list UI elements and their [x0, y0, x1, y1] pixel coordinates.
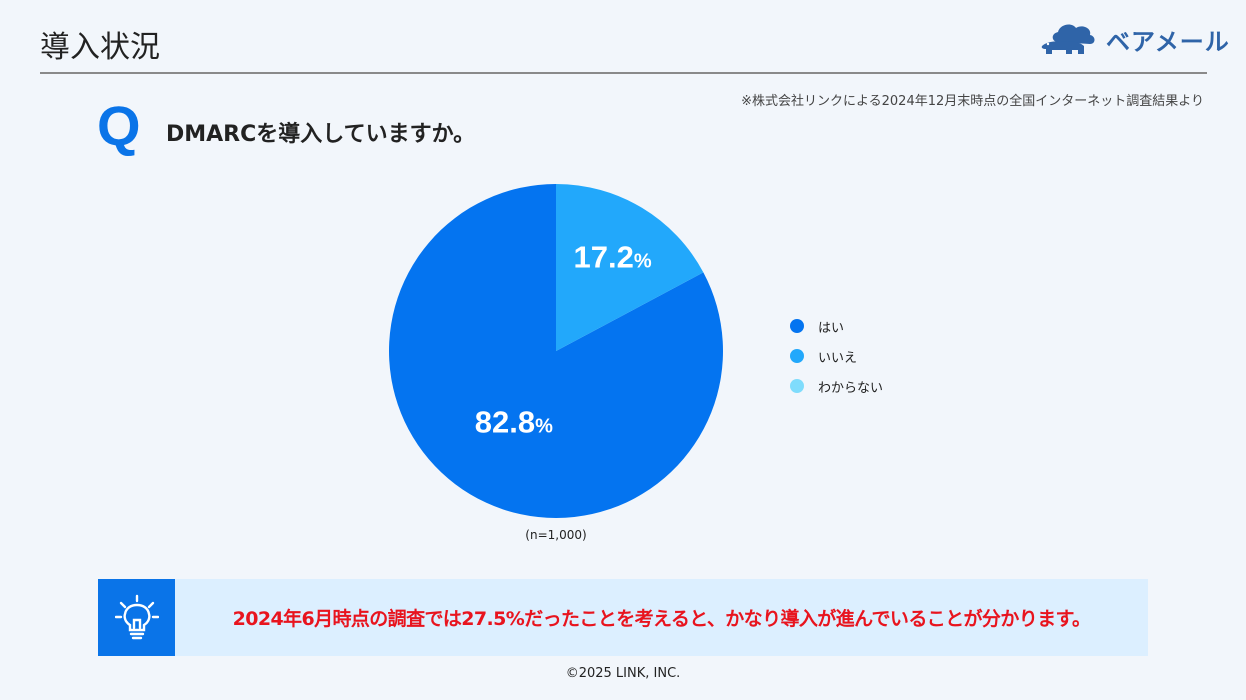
question-text: DMARCを導入していますか。 [166, 122, 476, 147]
legend-item: いいえ [790, 341, 883, 371]
logo-text: ベアメール [1106, 27, 1230, 56]
chart-legend: はいいいえわからない [790, 311, 883, 401]
pie-chart: 82.8% 17.2% [389, 184, 723, 518]
legend-item: はい [790, 311, 883, 341]
conclusion-text: 2024年6月時点の調査では27.5%だったことを考えると、かなり導入が進んでい… [232, 608, 1091, 630]
legend-label: わからない [818, 380, 884, 396]
lightbulb-icon [98, 579, 175, 656]
legend-label: はい [818, 320, 845, 336]
question-mark-label: Q [97, 94, 141, 157]
legend-swatch [790, 319, 804, 333]
brand-logo: ベアメール [1038, 20, 1230, 58]
legend-swatch [790, 349, 804, 363]
sample-size-note: (n=1,000) [525, 528, 587, 542]
legend-swatch [790, 379, 804, 393]
pie-slice-label-0: 82.8% [475, 404, 553, 439]
page-title: 導入状況 [40, 30, 160, 65]
copyright-text: 2025 LINK, INC. [578, 666, 681, 681]
header-divider [40, 72, 1207, 74]
copyright-symbol: © [565, 666, 579, 681]
pie-slice-1 [556, 184, 704, 351]
bear-cloud-icon [1041, 24, 1095, 54]
legend-label: いいえ [818, 350, 858, 366]
conclusion-banner: 2024年6月時点の調査では27.5%だったことを考えると、かなり導入が進んでい… [98, 579, 1148, 656]
legend-item: わからない [790, 371, 883, 401]
source-note: ※株式会社リンクによる2024年12月末時点の全国インターネット調査結果より [741, 94, 1204, 109]
copyright-footer: ©2025 LINK, INC. [0, 666, 1246, 681]
pie-slice-label-1: 17.2% [574, 240, 652, 275]
